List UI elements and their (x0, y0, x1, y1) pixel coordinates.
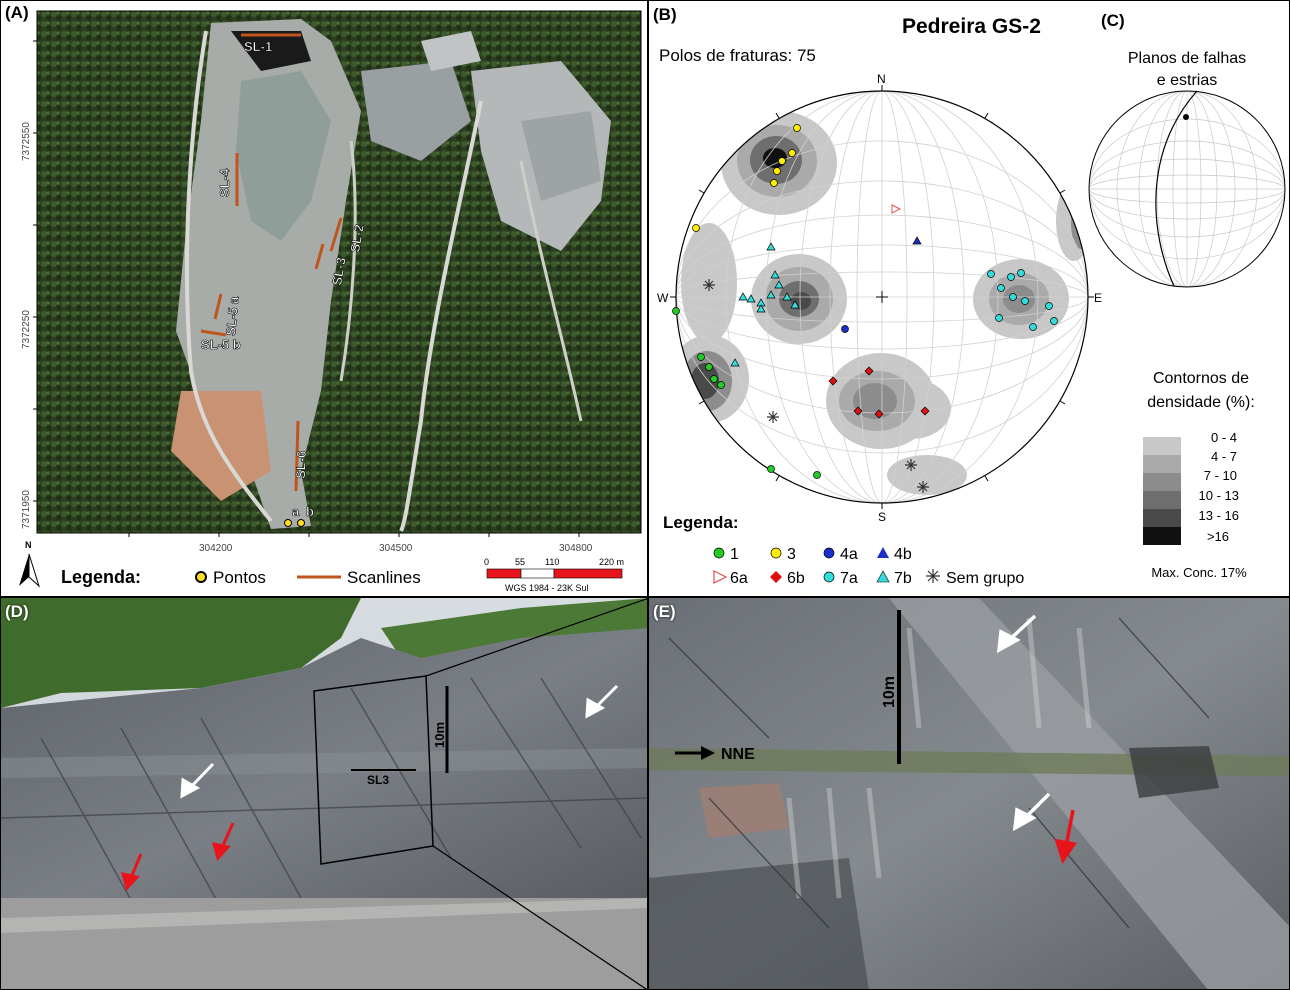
panel-e-label: (E) (653, 602, 676, 621)
stereonet-south-label: S (878, 510, 886, 524)
scale-label-d: 10m (432, 722, 447, 748)
point-b-marker (297, 519, 305, 527)
svg-text:6a: 6a (730, 570, 748, 587)
stereonet-grid (676, 91, 1088, 503)
nne-label: NNE (721, 746, 755, 763)
svg-text:7b: 7b (894, 570, 912, 587)
density-title-2: densidade (%): (1147, 394, 1255, 411)
scanline-sl5b-label: SL-5 b (201, 337, 241, 352)
pole-legend: 1 4a 3 4a 4b 6a 6b 7a 7b Sem grupo (713, 546, 1024, 587)
scanline-sl5a-label: SL-5 a (223, 295, 241, 336)
fault-striae-point (1183, 114, 1189, 120)
map-y-tick-2: 7372250 (21, 310, 32, 349)
map-legend-title: Legenda: (61, 567, 141, 587)
north-arrow-icon: N (19, 540, 41, 588)
scanline-sl2-mark (329, 217, 343, 252)
fault-stereonet-grid (1089, 91, 1285, 287)
scalebar-crs: WGS 1984 - 23K Sul (505, 583, 589, 593)
panel-c-label: (C) (1101, 11, 1125, 30)
map-svg: SL-1 SL-4 SL-2 SL-3 SL-5 a SL-5 b SL-6 a… (19, 10, 642, 593)
scanline-sl3-label: SL-3 (329, 256, 349, 286)
fault-plane (889, 598, 1289, 989)
svg-text:>16: >16 (1207, 529, 1229, 544)
scale-label-e: 10m (881, 676, 898, 708)
photo-d-svg: 10m SL3 (1, 598, 647, 989)
panel-a-map: SL-1 SL-4 SL-2 SL-3 SL-5 a SL-5 b SL-6 a… (0, 0, 648, 597)
ungrouped-markers (703, 279, 929, 493)
photo-e-svg: 10m NNE (649, 598, 1289, 989)
legend-point-icon (195, 571, 207, 583)
legend-scanlines-label: Scanlines (347, 568, 421, 587)
vegetation (1, 598, 361, 708)
fault-arrows (120, 684, 619, 892)
svg-text:55: 55 (515, 557, 525, 567)
panel-d-label: (D) (5, 602, 29, 621)
stereonet-west-label: W (657, 291, 669, 305)
fault-great-circle (1155, 90, 1198, 287)
scanline-sl5b-mark (200, 329, 227, 337)
panel-d-photo: 10m SL3 (D) (0, 597, 648, 990)
fault-planes-title-1: Planos de falhas (1128, 50, 1246, 67)
svg-text:10 - 13: 10 - 13 (1199, 488, 1239, 503)
panel-bc-stereonets: Pedreira GS-2 Polos de fraturas: 75 (648, 0, 1290, 597)
scanline-sl3-mark (314, 243, 325, 270)
sl3-label: SL3 (367, 773, 389, 787)
svg-text:1: 1 (730, 546, 739, 563)
map-x-tick-2: 304500 (379, 543, 413, 554)
svg-text:4a: 4a (840, 546, 858, 563)
density-contours (676, 111, 1088, 495)
nne-arrow-icon (675, 746, 715, 760)
panel-e-photo: 10m NNE (E) (648, 597, 1290, 990)
point-a-marker (284, 519, 292, 527)
svg-text:4b: 4b (894, 546, 912, 563)
scanline-sl6-mark (294, 420, 300, 492)
svg-text:220 m: 220 m (599, 557, 624, 567)
svg-text:0: 0 (484, 557, 489, 567)
stereonet-subtitle: Polos de fraturas: 75 (659, 46, 816, 65)
point-a-label: a (292, 504, 300, 519)
svg-text:Sem grupo: Sem grupo (946, 570, 1024, 587)
scanline-sl6-label: SL-6 (293, 450, 309, 479)
scanline-marks (200, 33, 343, 492)
point-b-label: b (306, 504, 314, 519)
svg-text:4 - 7: 4 - 7 (1211, 449, 1237, 464)
density-title-1: Contornos de (1153, 370, 1249, 387)
stereonet-north-label: N (877, 72, 886, 86)
svg-text:7 - 10: 7 - 10 (1204, 468, 1237, 483)
map-x-tick-1: 304200 (199, 543, 233, 554)
scanline-sl4-label: SL-4 (217, 168, 232, 197)
rim-ticks (670, 85, 1094, 509)
scalebar: 0 55 110 220 m WGS 1984 - 23K Sul (484, 557, 624, 593)
panel-b-label: (B) (653, 5, 677, 24)
svg-text:7a: 7a (840, 570, 858, 587)
svg-text:N: N (25, 540, 32, 550)
pole-markers (672, 124, 1058, 479)
stereonet-title: Pedreira GS-2 (902, 15, 1041, 38)
svg-text:0 - 4: 0 - 4 (1211, 430, 1237, 445)
stereonet-east-label: E (1094, 291, 1102, 305)
fault-planes-title-2: e estrias (1157, 72, 1217, 89)
density-color-bar (1143, 437, 1181, 545)
rock-face (1, 628, 647, 928)
scanline-sl5a-mark (213, 293, 223, 320)
panel-a-label: (A) (5, 3, 29, 22)
legend-points-label: Pontos (213, 568, 266, 587)
svg-text:110: 110 (545, 557, 559, 567)
svg-text:3: 3 (787, 546, 796, 563)
scanline-sl2-label: SL-2 (347, 223, 367, 253)
max-concentration: Max. Conc. 17% (1151, 565, 1247, 580)
map-x-tick-3: 304800 (559, 543, 593, 554)
density-bin-labels: 0 - 4 4 - 7 7 - 10 10 - 13 13 - 16 >16 (1199, 430, 1239, 544)
svg-text:13 - 16: 13 - 16 (1199, 508, 1239, 523)
stereonet-svg: Pedreira GS-2 Polos de fraturas: 75 (657, 15, 1286, 587)
pole-legend-title: Legenda: (663, 513, 739, 532)
fault-stereonet-primitive (1088, 90, 1286, 288)
fault-arrows-e (996, 614, 1077, 864)
map-y-tick-1: 7372550 (21, 122, 32, 161)
svg-text:6b: 6b (787, 570, 805, 587)
map-y-tick-3: 7371950 (21, 490, 32, 529)
scanline-sl1-label: SL-1 (244, 39, 272, 54)
